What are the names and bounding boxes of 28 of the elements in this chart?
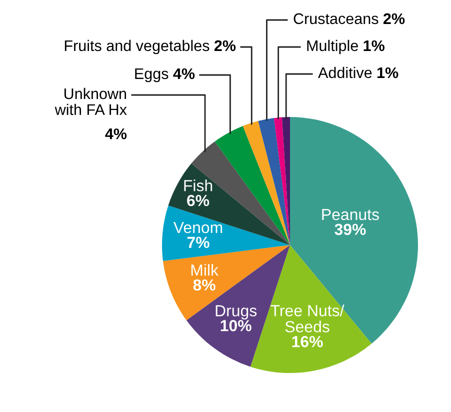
data-label: 1% — [377, 67, 398, 78]
data-label: 10% — [220, 320, 252, 332]
data-label: 1% — [364, 40, 384, 52]
slice-label: Crustaceans — [294, 13, 378, 24]
data-label: 39% — [334, 224, 366, 236]
slice-label: Peanuts — [322, 209, 379, 220]
pie-slice — [258, 118, 290, 245]
data-label: 16% — [292, 336, 323, 348]
data-label: 7% — [187, 236, 210, 248]
slice-label: Unknown with FA Hx — [54, 88, 127, 116]
slice-label: Venom — [173, 222, 222, 234]
slice-label: Multiple — [307, 40, 358, 54]
slice-label: Tree Nuts/ Seeds — [270, 304, 344, 332]
slice-label: Drugs — [216, 305, 257, 320]
data-label: 4% — [173, 68, 195, 80]
data-label: 2% — [383, 13, 405, 24]
pie-slice — [162, 205, 290, 262]
slice-label: Fruits and vegetables — [64, 40, 210, 54]
pie-slice — [242, 121, 290, 245]
slice-label: Fish — [184, 180, 212, 192]
pie-slice — [274, 117, 290, 245]
data-label: 4% — [105, 128, 127, 140]
data-label: 6% — [187, 194, 210, 206]
slice-label: Eggs — [135, 68, 168, 82]
data-label: 8% — [193, 279, 216, 291]
slice-label: Additive — [318, 66, 372, 78]
data-label: 2% — [214, 40, 236, 52]
slice-label: Milk — [191, 264, 219, 276]
